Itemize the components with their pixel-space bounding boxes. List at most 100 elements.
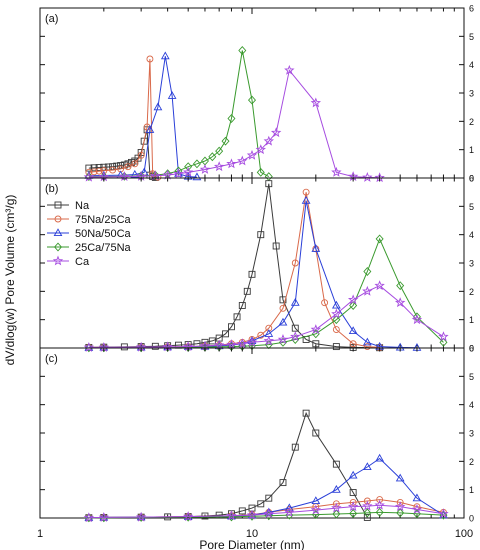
data-point (137, 151, 145, 159)
x-tick-label-10: 10 (246, 528, 258, 540)
y-tick-label: 2 (469, 117, 474, 127)
data-point (291, 259, 299, 267)
data-point (226, 339, 237, 350)
data-point (362, 285, 373, 296)
data-point (263, 335, 274, 346)
data-point (270, 127, 282, 138)
data-point (332, 326, 340, 334)
data-point (213, 339, 225, 350)
data-point (131, 160, 139, 168)
y-tick-label: 4 (469, 400, 474, 410)
data-point (349, 498, 357, 506)
data-point (124, 163, 132, 171)
data-point (83, 171, 95, 182)
legend-item-50na-50ca: 50Na/50Ca (47, 228, 132, 240)
data-point (263, 508, 274, 519)
data-point (246, 149, 258, 160)
data-point (130, 169, 140, 178)
legend-item-na: Na (47, 200, 90, 212)
data-point (167, 91, 177, 99)
legend-label: Na (75, 200, 90, 212)
y-tick-label: 1 (469, 145, 474, 155)
data-point (208, 152, 217, 162)
data-point (412, 493, 422, 502)
series-line (88, 285, 444, 348)
data-point (233, 313, 241, 321)
y-tick-label: 6 (469, 344, 474, 354)
data-point (395, 501, 406, 512)
data-point (162, 169, 173, 180)
data-point (272, 242, 280, 250)
panel-frame (39, 347, 465, 519)
data-point (199, 164, 211, 174)
data-point (332, 500, 340, 508)
data-point (277, 334, 289, 344)
y-tick-label: 5 (469, 202, 474, 212)
data-point (247, 95, 257, 105)
data-point (348, 326, 358, 335)
data-point (265, 180, 273, 188)
legend-item-25ca-75na: 25Ca/75Na (47, 242, 132, 254)
data-point (255, 144, 266, 155)
data-point (311, 496, 321, 505)
data-point (257, 331, 265, 339)
data-point (375, 507, 384, 517)
series-75na-25ca (85, 55, 162, 181)
data-point (438, 508, 449, 519)
data-point (226, 510, 237, 521)
data-point (90, 164, 98, 172)
y-tick-label: 6 (469, 4, 474, 14)
data-point (291, 443, 299, 451)
data-point (99, 512, 109, 521)
y-tick-label: 3 (469, 89, 474, 99)
data-point (347, 294, 359, 305)
data-point (362, 337, 372, 346)
data-point (278, 317, 288, 326)
legend-marker (53, 228, 63, 237)
data-point (265, 324, 273, 332)
data-point (332, 460, 340, 468)
y-tick-label: 3 (469, 429, 474, 439)
data-point (284, 503, 294, 512)
panel-label: (b) (45, 183, 58, 195)
y-tick-label: 5 (469, 372, 474, 382)
y-tick-label: 0 (469, 514, 474, 524)
data-point (238, 46, 247, 55)
y-tick-label: 0 (469, 344, 474, 354)
data-point (301, 195, 311, 204)
data-point (243, 287, 251, 295)
series-line (88, 56, 197, 178)
panel-frame (39, 177, 465, 349)
data-point (160, 51, 170, 60)
data-point (363, 513, 371, 521)
data-point (257, 231, 265, 239)
data-point (363, 508, 372, 518)
series-ca (83, 499, 449, 523)
data-point (395, 473, 405, 482)
data-point (227, 114, 236, 123)
data-point (396, 498, 404, 506)
data-point (237, 155, 248, 166)
chart-panel-b: 0 1 2 3 4 5 6 (b) (39, 174, 474, 354)
y-tick-label: 1 (469, 485, 474, 495)
x-tick-label-1: 1 (37, 528, 43, 540)
panel-frame (39, 7, 465, 179)
data-point (284, 506, 295, 517)
series-line (88, 183, 380, 349)
data-point (136, 512, 146, 521)
data-point (238, 507, 246, 515)
data-point (263, 135, 274, 146)
data-point (215, 146, 224, 156)
data-point (213, 161, 225, 172)
legend: Na 75Na/25Ca 50Na/50Ca 25Ca/75Na Ca (47, 200, 132, 268)
series-line (88, 58, 159, 178)
data-point (153, 102, 163, 111)
chart-panel-c: 0 1 2 3 4 5 6 (c) (39, 344, 474, 524)
data-point (184, 162, 193, 172)
data-point (151, 342, 159, 350)
y-tick-label: 2 (469, 287, 474, 297)
data-point (290, 297, 300, 306)
data-point (396, 508, 405, 518)
data-point (247, 336, 257, 344)
series-line (88, 457, 444, 519)
